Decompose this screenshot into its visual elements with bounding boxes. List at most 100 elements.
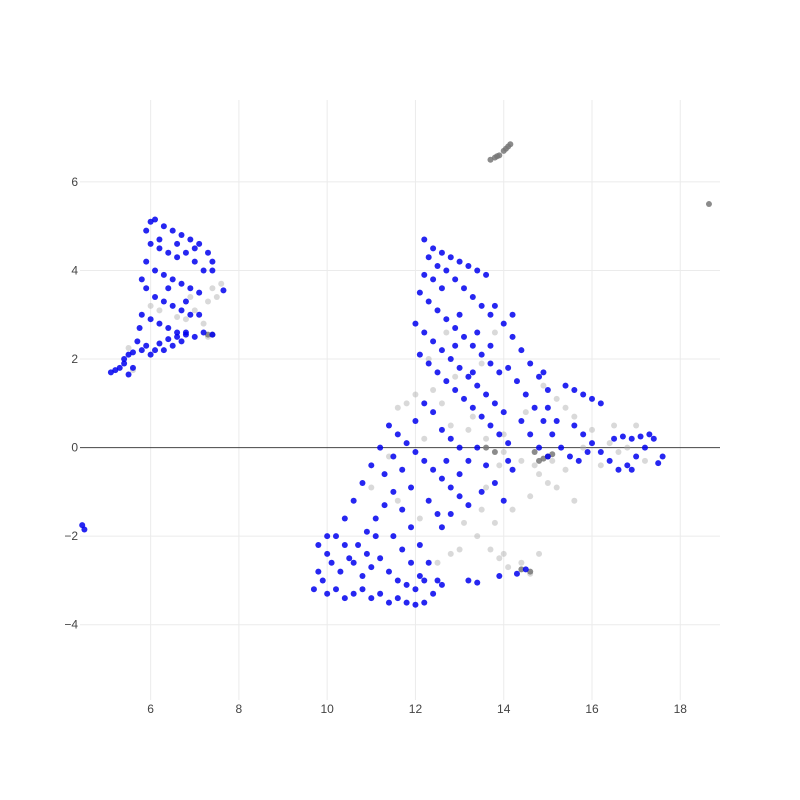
highlighted-point [562, 382, 569, 389]
highlighted-point [125, 371, 132, 378]
highlighted-point [430, 276, 437, 283]
highlighted-point [513, 378, 520, 385]
highlighted-point [430, 590, 437, 597]
highlighted-point [469, 342, 476, 349]
background-point [416, 515, 423, 522]
background-point [368, 484, 375, 491]
highlighted-point [187, 236, 194, 243]
highlighted-point [138, 347, 145, 354]
highlighted-point [337, 568, 344, 575]
background-point [147, 302, 154, 309]
highlighted-point [416, 573, 423, 580]
highlighted-point [580, 431, 587, 438]
highlighted-point [350, 559, 357, 566]
highlighted-point [121, 360, 128, 367]
highlighted-point [112, 367, 119, 374]
background-point [553, 395, 560, 402]
background-point [509, 506, 516, 513]
highlighted-point [434, 577, 441, 584]
background-point [496, 462, 503, 469]
highlighted-point [136, 325, 143, 332]
background-point [213, 294, 220, 301]
highlighted-point [527, 431, 534, 438]
highlighted-point [536, 444, 543, 451]
highlighted-point [399, 546, 406, 553]
background-point [496, 555, 503, 562]
highlighted-point [403, 440, 410, 447]
highlighted-point [390, 533, 397, 540]
highlighted-point [438, 581, 445, 588]
highlighted-point [143, 285, 150, 292]
highlighted-point [408, 559, 415, 566]
highlighted-point [350, 497, 357, 504]
highlighted-point [478, 413, 485, 420]
background-point [553, 484, 560, 491]
highlighted-point [134, 338, 141, 345]
highlighted-point [465, 263, 472, 270]
y-tick-label: 4 [71, 263, 78, 277]
highlighted-point [372, 515, 379, 522]
background-point [385, 453, 392, 460]
highlighted-point [438, 524, 445, 531]
dark-point [483, 444, 490, 451]
background-point [500, 431, 507, 438]
highlighted-point [474, 579, 481, 586]
highlighted-point [174, 329, 181, 336]
dark-point [549, 451, 556, 458]
highlighted-point [496, 369, 503, 376]
highlighted-point [461, 395, 467, 402]
background-point [394, 497, 401, 504]
background-point [624, 444, 631, 451]
background-point [218, 280, 225, 287]
y-axis-tick-labels: 6 4 2 0 −2 −4 [64, 175, 78, 632]
highlighted-point [408, 524, 415, 531]
highlighted-point [425, 497, 432, 504]
dark-point [502, 145, 509, 152]
highlighted-point [178, 338, 185, 345]
highlighted-point [152, 216, 159, 223]
highlighted-point [447, 484, 454, 491]
highlighted-point [178, 232, 185, 239]
highlighted-point [549, 431, 556, 438]
highlighted-point [385, 422, 392, 429]
highlighted-point [531, 404, 538, 411]
background-point [589, 426, 595, 433]
background-point [500, 550, 507, 557]
highlighted-point [650, 435, 657, 442]
highlighted-point [659, 453, 666, 460]
highlighted-point [368, 564, 375, 571]
highlighted-point [147, 240, 154, 247]
highlighted-point [584, 449, 591, 456]
highlighted-point [377, 444, 384, 451]
background-point [571, 497, 578, 504]
highlighted-point [182, 331, 189, 338]
background-point [500, 449, 507, 456]
highlighted-point [496, 573, 503, 580]
highlighted-point [478, 351, 485, 358]
highlighted-point [469, 404, 476, 411]
highlighted-point [385, 599, 392, 606]
background-point [491, 329, 498, 336]
highlighted-point [478, 302, 485, 309]
highlighted-point [487, 422, 494, 429]
highlighted-point [368, 595, 375, 602]
highlighted-point [544, 387, 551, 394]
highlighted-point [438, 347, 445, 354]
highlighted-point [394, 577, 401, 584]
highlighted-point [544, 453, 551, 460]
highlighted-point [138, 311, 145, 318]
highlighted-point [434, 307, 441, 314]
x-tick-label: 18 [674, 702, 688, 716]
background-point [597, 462, 604, 469]
highlighted-point [174, 240, 181, 247]
highlighted-point [456, 444, 463, 451]
highlighted-point [425, 360, 432, 367]
highlighted-point [412, 320, 419, 327]
highlighted-point [571, 422, 578, 429]
highlighted-point [544, 404, 551, 411]
background-point [562, 404, 569, 411]
highlighted-point [465, 577, 472, 584]
highlighted-point [461, 333, 467, 340]
background-point [412, 391, 419, 398]
